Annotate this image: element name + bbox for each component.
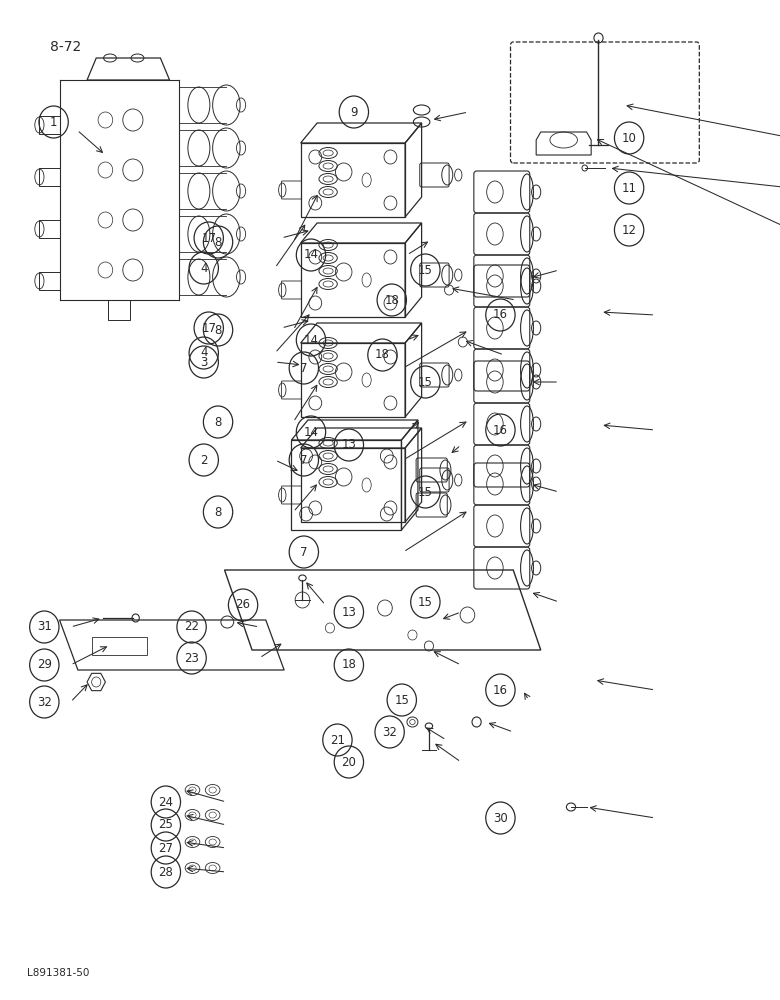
Text: 18: 18 — [385, 294, 399, 306]
Text: 8: 8 — [215, 416, 222, 428]
Text: 7: 7 — [300, 546, 307, 558]
Text: 22: 22 — [184, 620, 199, 634]
Text: 10: 10 — [622, 131, 636, 144]
Text: 17: 17 — [201, 232, 216, 244]
Text: 16: 16 — [493, 424, 508, 436]
Text: 8-72: 8-72 — [51, 40, 82, 54]
Text: 17: 17 — [201, 322, 216, 334]
Text: L891381-50: L891381-50 — [27, 968, 90, 978]
Text: 15: 15 — [395, 694, 410, 706]
Text: 32: 32 — [382, 726, 397, 738]
Text: 24: 24 — [158, 796, 173, 808]
Text: 27: 27 — [158, 842, 173, 854]
Text: 7: 7 — [300, 454, 307, 466]
Text: 14: 14 — [303, 426, 318, 438]
Text: 15: 15 — [418, 263, 433, 276]
Text: 15: 15 — [418, 595, 433, 608]
Text: 30: 30 — [493, 812, 508, 824]
Text: 32: 32 — [37, 696, 51, 708]
Text: 9: 9 — [350, 105, 357, 118]
Text: 3: 3 — [200, 356, 207, 368]
Text: 14: 14 — [303, 334, 318, 347]
Text: 8: 8 — [215, 324, 222, 336]
Text: 31: 31 — [37, 620, 51, 634]
Text: 18: 18 — [342, 658, 356, 672]
Text: 8: 8 — [215, 235, 222, 248]
Text: 13: 13 — [342, 605, 356, 618]
Text: 8: 8 — [215, 506, 222, 518]
Text: 15: 15 — [418, 486, 433, 498]
Text: 28: 28 — [158, 865, 173, 879]
Text: 1: 1 — [50, 115, 58, 128]
Text: 12: 12 — [622, 224, 636, 236]
Text: 20: 20 — [342, 756, 356, 768]
Text: 23: 23 — [184, 652, 199, 664]
Text: 7: 7 — [300, 361, 307, 374]
Text: 15: 15 — [418, 375, 433, 388]
Text: 25: 25 — [158, 818, 173, 832]
Text: 4: 4 — [200, 261, 207, 274]
Text: 18: 18 — [375, 349, 390, 361]
Text: 21: 21 — [330, 734, 345, 746]
Text: 4: 4 — [200, 347, 207, 360]
Text: 16: 16 — [493, 684, 508, 696]
Text: 16: 16 — [493, 308, 508, 322]
Text: 11: 11 — [622, 182, 636, 194]
Text: 29: 29 — [37, 658, 51, 672]
Text: 14: 14 — [303, 248, 318, 261]
Text: 2: 2 — [200, 454, 207, 466]
Text: 26: 26 — [236, 598, 250, 611]
Text: 13: 13 — [342, 438, 356, 452]
